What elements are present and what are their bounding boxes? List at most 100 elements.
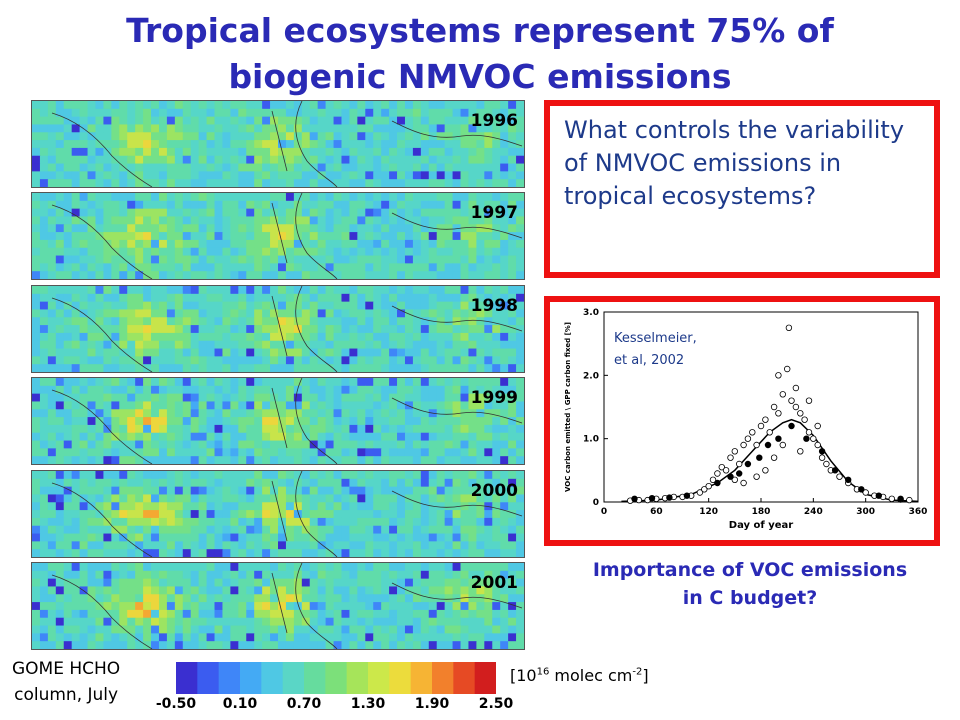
hcho-map-1997: 1997 <box>31 192 525 280</box>
filled-data-point <box>818 448 826 455</box>
colorbar <box>176 662 497 698</box>
question-text: What controls the variability of NMVOC e… <box>564 116 905 210</box>
open-data-point <box>770 403 778 411</box>
title-line-2: biogenic NMVOC emissions <box>228 57 732 96</box>
colorbar-swatch <box>474 662 497 694</box>
open-data-point <box>805 397 813 404</box>
map-year-label: 1997 <box>470 203 518 223</box>
map-year-label: 2001 <box>470 573 518 593</box>
open-data-point <box>701 486 708 493</box>
open-data-point <box>797 448 804 455</box>
x-tick-label: 180 <box>752 507 771 517</box>
colorbar-unit: [1016 molec cm-2] <box>510 666 649 685</box>
filled-data-point <box>803 435 810 442</box>
citation-annotation: et al, 2002 <box>614 353 684 368</box>
open-data-point <box>744 435 752 442</box>
open-data-point <box>696 489 704 496</box>
importance-line-1: Importance of VOC emissions <box>592 559 908 581</box>
open-data-point <box>753 441 760 449</box>
open-data-point <box>801 416 808 423</box>
colorbar-swatch <box>346 662 369 694</box>
importance-line-2: in C budget? <box>682 587 818 609</box>
colorbar-tick-label: 2.50 <box>478 696 514 712</box>
open-data-point <box>888 495 895 502</box>
hcho-map-2000: 2000 <box>31 470 525 558</box>
filled-data-point <box>788 422 795 430</box>
y-tick-label: 1.0 <box>583 435 599 445</box>
open-data-point <box>792 384 800 392</box>
open-data-point <box>814 422 821 430</box>
x-tick-label: 360 <box>909 507 928 517</box>
slide-title: Tropical ecosystems represent 75% of bio… <box>0 8 960 100</box>
open-data-point <box>862 489 869 496</box>
y-tick-label: 0 <box>593 498 599 508</box>
colorbar-swatch <box>197 662 220 694</box>
colorbar-swatch <box>410 662 433 694</box>
x-axis-label: Day of year <box>729 520 793 531</box>
filled-data-point <box>714 479 721 487</box>
colorbar-swatch <box>218 662 241 694</box>
colorbar-swatches <box>176 662 497 694</box>
filled-data-point <box>631 495 638 502</box>
open-data-point <box>766 429 773 436</box>
open-data-point <box>740 441 747 449</box>
filled-data-point <box>666 494 673 501</box>
hcho-map-grid <box>32 378 524 464</box>
y-tick-label: 2.0 <box>583 371 599 381</box>
colorbar-swatch <box>432 662 454 694</box>
open-data-point <box>722 467 730 474</box>
open-data-point <box>906 496 913 504</box>
filled-data-point <box>845 476 852 483</box>
x-tick-label: 60 <box>650 507 663 517</box>
open-data-point <box>810 435 817 442</box>
x-tick-label: 300 <box>856 507 875 517</box>
gome-line-2: column, July <box>14 685 119 705</box>
gome-line-1: GOME HCHO <box>12 659 121 679</box>
open-data-point <box>783 365 791 373</box>
open-data-point <box>788 397 795 404</box>
colorbar-tick-label: 0.70 <box>286 696 322 712</box>
open-data-point <box>775 372 782 379</box>
map-year-label: 1998 <box>470 296 518 316</box>
colorbar-swatch <box>240 662 262 694</box>
colorbar-tick-label: 0.10 <box>222 696 258 712</box>
open-data-point <box>753 473 760 480</box>
map-year-label: 1999 <box>470 388 518 408</box>
filled-data-point <box>683 492 691 499</box>
filled-data-point <box>764 441 772 449</box>
filled-data-point <box>756 454 763 461</box>
colorbar-tick-label: -0.50 <box>155 696 197 712</box>
colorbar-swatch <box>176 662 198 694</box>
x-tick-label: 240 <box>804 507 823 517</box>
open-data-point <box>735 460 743 468</box>
coastline <box>51 471 523 557</box>
open-data-point <box>749 429 756 436</box>
filled-data-point <box>735 470 743 477</box>
filled-data-point <box>648 494 656 502</box>
coastline <box>51 378 523 464</box>
hcho-map-1996: 1996 <box>31 100 525 188</box>
open-data-point <box>705 482 712 490</box>
question-box: What controls the variability of NMVOC e… <box>544 100 940 278</box>
open-data-point <box>792 403 800 411</box>
filled-data-point <box>727 473 734 480</box>
filled-data-point <box>831 467 839 474</box>
hcho-map-grid <box>32 286 524 372</box>
gome-label: GOME HCHO column, July <box>12 656 120 708</box>
hcho-map-1999: 1999 <box>31 377 525 465</box>
importance-caption: Importance of VOC emissions in C budget? <box>545 556 955 612</box>
y-tick-label: 3.0 <box>583 308 599 318</box>
filled-data-point <box>875 492 882 499</box>
title-line-1: Tropical ecosystems represent 75% of <box>126 11 834 50</box>
filled-data-point <box>775 435 782 442</box>
scatter-chart: 0 1.0 2.0 3.0 0 60 120 180 240 300 360 Day of year V… <box>564 308 928 531</box>
open-data-point <box>709 476 717 483</box>
citation-annotation: Kesselmeier, <box>614 331 697 346</box>
hcho-map-grid <box>32 471 524 557</box>
filled-data-point <box>744 460 752 468</box>
filled-data-point <box>858 486 865 493</box>
open-data-point <box>718 463 725 471</box>
hcho-map-1998: 1998 <box>31 285 525 373</box>
open-data-point <box>818 454 826 461</box>
open-data-point <box>785 324 793 331</box>
